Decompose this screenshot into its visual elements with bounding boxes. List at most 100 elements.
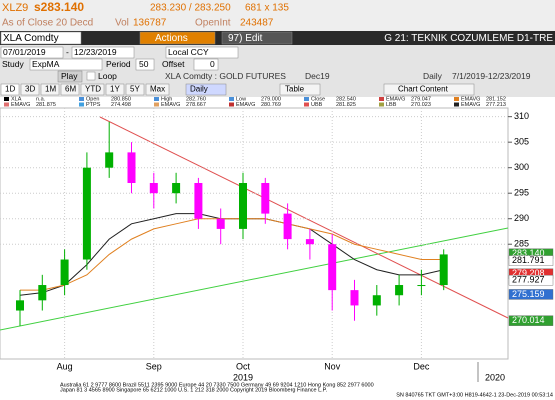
legend-swatch: [79, 102, 84, 107]
range-button[interactable]: [60, 83, 80, 96]
y-tick-label: 295: [514, 188, 529, 198]
currency-select[interactable]: [165, 46, 239, 59]
security-input[interactable]: [0, 31, 82, 45]
start-input[interactable]: [0, 46, 64, 59]
candle-body: [305, 239, 314, 245]
legend-name: High: [161, 96, 172, 102]
legend-name: UBB: [311, 102, 323, 108]
end-input[interactable]: [71, 46, 135, 59]
offset-input[interactable]: [193, 58, 219, 71]
legend-name: Low: [236, 96, 246, 102]
candle-body: [172, 182, 181, 194]
range-button[interactable]: [20, 83, 40, 96]
x-tick-label: Sep: [146, 361, 162, 371]
y-tick-label: 300: [514, 162, 529, 172]
frequency-button-label: Daily: [190, 85, 208, 94]
bid-ask: 283.230 / 283.250: [150, 3, 231, 14]
y-tick-label: 305: [514, 137, 529, 147]
period-input[interactable]: [135, 58, 155, 71]
range-button[interactable]: [145, 83, 170, 96]
play-button[interactable]: [57, 70, 83, 83]
ticker: XLZ9: [2, 2, 28, 14]
candle-body: [127, 152, 136, 183]
x-tick-label: Aug: [57, 361, 73, 371]
candle-body: [372, 295, 381, 306]
study-label: Study: [2, 59, 24, 69]
legend-swatch: [304, 102, 309, 107]
footer-line: Japan 81 3 4565 8900 Singapore 65 6212 1…: [60, 387, 328, 393]
legend-swatch: [229, 97, 234, 101]
last-price: s283.140: [34, 0, 84, 14]
legend-swatch: [379, 102, 384, 107]
legend-value: 274.498: [111, 102, 131, 108]
range-button-label: 1Y: [110, 85, 120, 94]
candle-body: [149, 182, 158, 194]
legend-name: PTPS: [86, 102, 101, 108]
range-button-label: 5Y: [130, 85, 140, 94]
legend-name: EMAVG: [461, 102, 480, 108]
content-button[interactable]: [383, 83, 475, 96]
study: ExpMA: [32, 59, 60, 69]
candle-body: [82, 167, 91, 260]
candle-body: [350, 290, 359, 306]
y-tick-label: 290: [514, 213, 529, 223]
footer-line: SN 840765 TKT GMT+3:00 H819-4642-1 23-De…: [396, 392, 553, 398]
price-tag: [508, 255, 554, 266]
study-select[interactable]: [29, 58, 103, 71]
loop: Loop: [98, 71, 117, 81]
trend-line-up: [0, 227, 509, 331]
range-button[interactable]: [125, 83, 145, 96]
security: XLA Comdty: [3, 33, 59, 44]
candle-body: [239, 182, 247, 229]
y-tick-label: 310: [514, 111, 529, 121]
candle-body: [60, 259, 69, 286]
candle-body: [216, 218, 225, 229]
offset: 0: [210, 59, 215, 69]
end-date: 12/23/2019: [74, 47, 117, 57]
page-title: G 21: TEKNIK COZUMLEME D1-TRE: [384, 33, 553, 44]
candle-body: [38, 285, 47, 301]
legend-value: 277.213: [486, 102, 506, 108]
price-tag: [508, 289, 554, 300]
date-dash: -: [66, 47, 69, 57]
legend-name: Open: [86, 96, 99, 102]
legend-value: 278.667: [186, 102, 206, 108]
range-button[interactable]: [40, 83, 60, 96]
candle-body: [105, 152, 114, 168]
chart-name: XLA Comdty : GOLD FUTURES: [165, 71, 286, 81]
edit-button[interactable]: [221, 31, 293, 45]
actions: Actions: [155, 33, 188, 44]
price-tag-label: 279.208: [512, 268, 545, 278]
trade-size: 681 x 135: [245, 3, 289, 14]
vol-label: Vol: [115, 18, 129, 29]
price-tag-label: 283.140: [512, 248, 545, 258]
loop-checkbox[interactable]: [86, 71, 96, 81]
offset-label: Offset: [162, 59, 185, 69]
table-button[interactable]: [279, 83, 321, 96]
legend-swatch: [4, 102, 9, 107]
legend-value: 282.540: [336, 96, 356, 102]
legend-value: 280.769: [261, 102, 281, 108]
moving-average: [20, 218, 444, 291]
legend-swatch: [379, 97, 384, 101]
range-button-label: YTD: [85, 85, 101, 94]
range-button[interactable]: [0, 83, 20, 96]
start-date: 07/01/2019: [3, 47, 46, 57]
legend-value: 279.000: [261, 96, 281, 102]
range-button[interactable]: [80, 83, 105, 96]
candle-body: [194, 182, 203, 219]
candle-body: [283, 213, 292, 240]
range-button-label: Max: [150, 85, 165, 94]
legend-value: 279.047: [411, 96, 431, 102]
vol-value: 136787: [133, 18, 167, 29]
range-button-label: 6M: [65, 85, 76, 94]
legend-value: n.a.: [36, 96, 46, 102]
price-tag: [508, 275, 554, 286]
range-button[interactable]: [105, 83, 125, 96]
frequency-button[interactable]: [185, 83, 227, 96]
year-label: 2019: [233, 372, 253, 382]
legend-swatch: [454, 97, 459, 101]
oi-label: OpenInt: [195, 18, 231, 29]
legend-value: 281.875: [36, 102, 56, 108]
actions-button[interactable]: [139, 31, 216, 45]
